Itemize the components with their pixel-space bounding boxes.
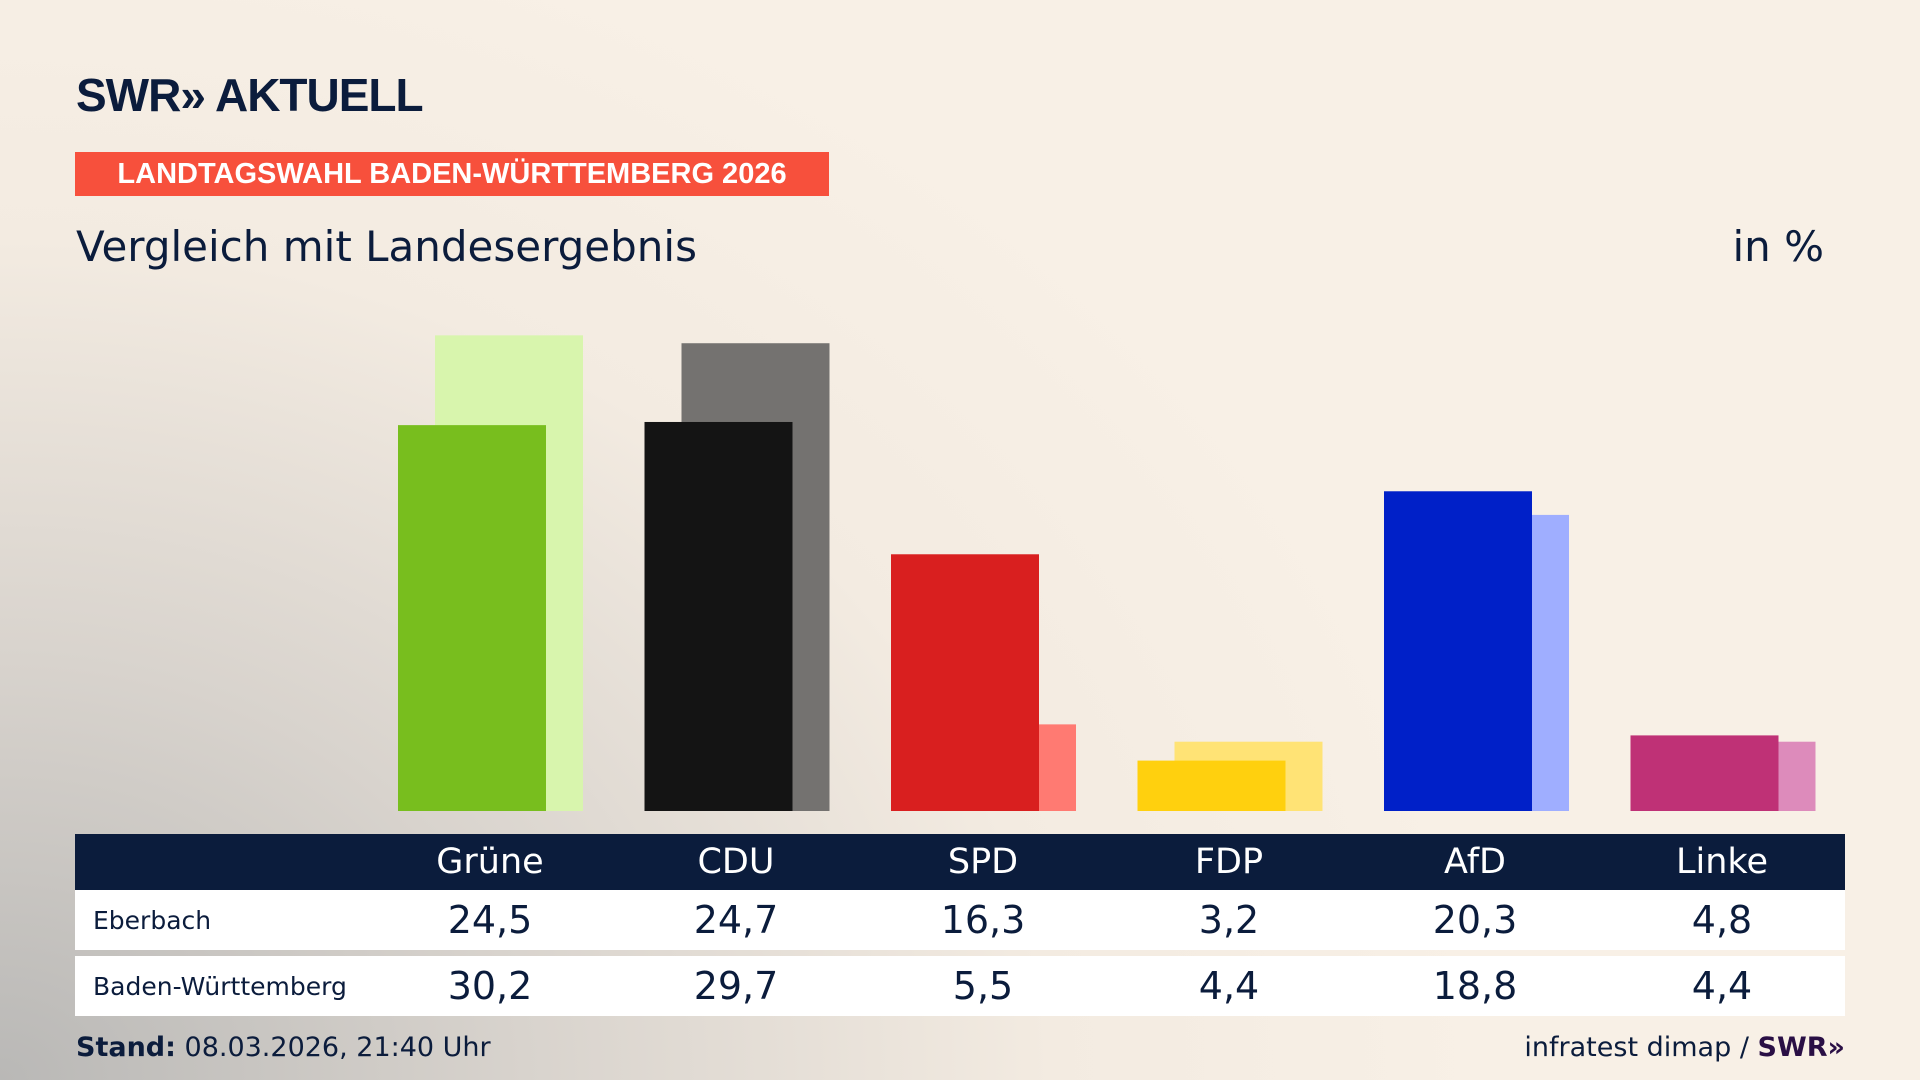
- value-cell: 29,7: [693, 964, 779, 1008]
- stand-value: 08.03.2026, 21:40 Uhr: [184, 1032, 491, 1063]
- timestamp: Stand: 08.03.2026, 21:40 Uhr: [76, 1032, 491, 1063]
- swr-aktuell-logo: SWR» AKTUELL: [76, 69, 424, 121]
- value-cell: 4,8: [1691, 898, 1753, 942]
- bar-spd-eberbach: [891, 554, 1039, 811]
- value-cell: 30,2: [447, 964, 533, 1008]
- bar-linke-eberbach: [1630, 735, 1779, 811]
- value-cell: 24,7: [693, 898, 779, 942]
- header-spd: SPD: [947, 842, 1019, 882]
- value-cell: 3,2: [1198, 898, 1260, 942]
- value-cell: 4,4: [1198, 964, 1260, 1008]
- value-cell: 24,5: [447, 898, 533, 942]
- header-linke: Linke: [1676, 842, 1768, 882]
- table-header: Grüne CDU SPD FDP AfD Linke: [75, 834, 1845, 890]
- row-label: Eberbach: [93, 905, 212, 935]
- value-cell: 4,4: [1691, 964, 1753, 1008]
- bar-gruene-eberbach: [398, 425, 546, 811]
- swr-logo: SWR»: [1757, 1032, 1845, 1063]
- source-text: infratest dimap /: [1524, 1032, 1749, 1063]
- stand-label: Stand:: [76, 1032, 176, 1063]
- value-cell: 16,3: [940, 898, 1026, 942]
- row-label: Baden-Württemberg: [93, 971, 347, 1001]
- unit-label: in %: [1732, 222, 1824, 271]
- source: infratest dimap / SWR»: [1524, 1032, 1845, 1063]
- bar-fdp-eberbach: [1137, 760, 1286, 811]
- header-cdu: CDU: [697, 842, 775, 882]
- header-afd: AfD: [1444, 842, 1506, 882]
- bar-cdu-eberbach: [644, 421, 793, 811]
- table-row-eberbach: Eberbach 24,5 24,7 16,3 3,2 20,3 4,8: [75, 890, 1845, 950]
- value-cell: 5,5: [952, 964, 1014, 1008]
- value-cell: 20,3: [1432, 898, 1518, 942]
- value-cell: 18,8: [1432, 964, 1518, 1008]
- header-gruene: Grüne: [436, 842, 544, 882]
- table-row-bw: Baden-Württemberg 30,2 29,7 5,5 4,4 18,8…: [75, 956, 1845, 1016]
- election-band: LANDTAGSWAHL BADEN-WÜRTTEMBERG 2026: [75, 152, 829, 196]
- header-fdp: FDP: [1194, 842, 1264, 882]
- bar-afd-eberbach: [1384, 491, 1532, 811]
- chart-subtitle: Vergleich mit Landesergebnis: [76, 222, 697, 271]
